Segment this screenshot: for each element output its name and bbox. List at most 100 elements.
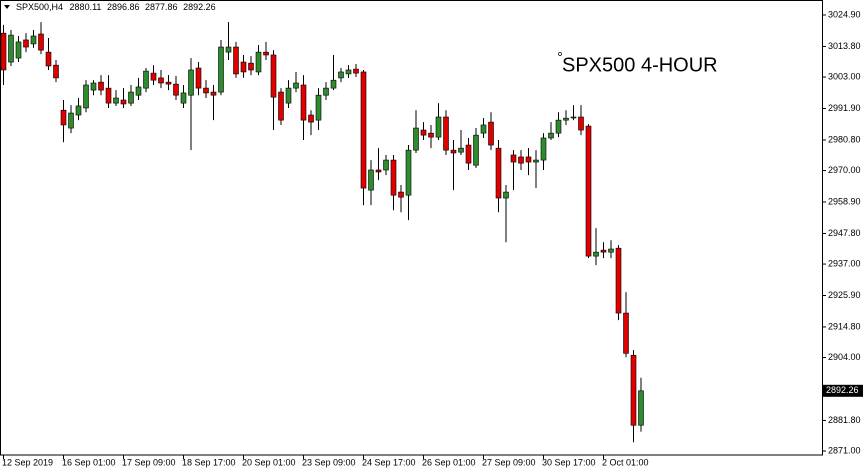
candle-body (15, 41, 22, 59)
candle-body (150, 72, 157, 81)
candle-body (270, 54, 277, 98)
candle-body (593, 251, 599, 257)
candle-body (563, 117, 569, 121)
candle-body (210, 91, 217, 96)
candle-body (53, 64, 59, 79)
candle-body (630, 354, 637, 426)
title-anchor (558, 52, 562, 56)
y-tick-label: 3013.80 (828, 41, 861, 51)
candle-body (105, 87, 112, 104)
candle-body (578, 116, 584, 131)
candle-body (398, 191, 404, 198)
price-label: 2892.26 (826, 385, 859, 395)
y-tick-label: 2991.90 (828, 103, 861, 113)
candle-body (555, 119, 562, 134)
candle-body (8, 34, 14, 63)
candle-body (225, 46, 232, 53)
candle-body (60, 109, 67, 126)
candle-body (30, 35, 37, 45)
candle-body (548, 132, 554, 139)
price-label-box (823, 384, 863, 397)
candle-body (480, 124, 487, 134)
candle-body (570, 116, 577, 119)
candle-body (585, 125, 592, 257)
candle-body (450, 149, 457, 154)
candle-body (488, 121, 494, 146)
candle-body (375, 169, 382, 173)
x-tick-label: 30 Sep 17:00 (542, 457, 596, 467)
candle-body (473, 134, 479, 166)
candle-body (383, 159, 389, 171)
candle-body (413, 127, 419, 151)
candle-body (368, 169, 374, 191)
candle-body (420, 129, 427, 136)
x-tick-label: 17 Sep 09:00 (122, 457, 176, 467)
y-tick-label: 2914.80 (828, 321, 861, 331)
candle-body (540, 137, 547, 161)
candle-body (83, 84, 89, 109)
candle-body (615, 247, 622, 314)
menu-arrow[interactable] (4, 5, 10, 9)
candle-body (90, 82, 97, 91)
x-tick-label: 12 Sep 2019 (2, 457, 53, 467)
candle-body (638, 390, 644, 426)
candle-body (338, 71, 344, 79)
candle-body (180, 92, 187, 104)
plot-frame (0, 0, 823, 456)
candle-body (300, 84, 307, 121)
candle-body (0, 32, 7, 71)
x-tick-label: 23 Sep 09:00 (302, 457, 356, 467)
candle-body (428, 132, 434, 138)
candle-body (248, 62, 254, 71)
candle-body (330, 79, 337, 89)
y-tick-label: 2881.80 (828, 415, 861, 425)
x-tick-label: 18 Sep 17:00 (182, 457, 236, 467)
candle-body (285, 87, 292, 104)
header-high: 2896.86 (107, 2, 140, 12)
candle-body (233, 46, 239, 75)
candle-body (510, 154, 517, 163)
candle-body (165, 81, 172, 85)
x-tick-label: 20 Sep 01:00 (242, 457, 296, 467)
candle-body (533, 159, 539, 163)
candle-body (158, 77, 164, 84)
y-tick-label: 2980.80 (828, 134, 861, 144)
candle-body (518, 156, 524, 164)
header-close: 2892.26 (183, 2, 216, 12)
candle-body (315, 94, 322, 121)
candle-body (323, 87, 329, 96)
candle-body (45, 51, 52, 67)
x-tick-label: 27 Sep 09:00 (482, 457, 536, 467)
y-tick-label: 2925.90 (828, 290, 861, 300)
candle-body (525, 156, 532, 163)
candle-body (173, 83, 179, 96)
header: SPX500,H4 2880.11 2896.86 2877.86 2892.2… (16, 2, 216, 12)
candle-body (218, 46, 224, 93)
candle-body (255, 51, 262, 73)
candle-body (68, 112, 74, 129)
x-tick-label: 24 Sep 17:00 (362, 457, 416, 467)
candle-body (443, 116, 449, 151)
candle-body (98, 81, 104, 91)
candle-body (203, 87, 209, 94)
candle-body (195, 67, 202, 89)
candle-body (308, 114, 314, 123)
candle-body (113, 97, 119, 104)
candle-body (435, 116, 442, 138)
y-tick-label: 2937.00 (828, 258, 861, 268)
candle-body (38, 33, 44, 51)
candle-body (188, 69, 194, 96)
y-tick-label: 2904.00 (828, 352, 861, 362)
candle-body (120, 99, 127, 105)
candle-body (263, 51, 269, 56)
chart-title: SPX500 4-HOUR (562, 54, 718, 76)
candle-body (608, 248, 614, 253)
candle-body (345, 69, 352, 75)
y-tick-label: 2871.00 (828, 445, 861, 455)
candle-body (495, 147, 502, 199)
candle-body (75, 105, 82, 116)
candle-body (278, 91, 284, 121)
candle-body (600, 249, 607, 253)
